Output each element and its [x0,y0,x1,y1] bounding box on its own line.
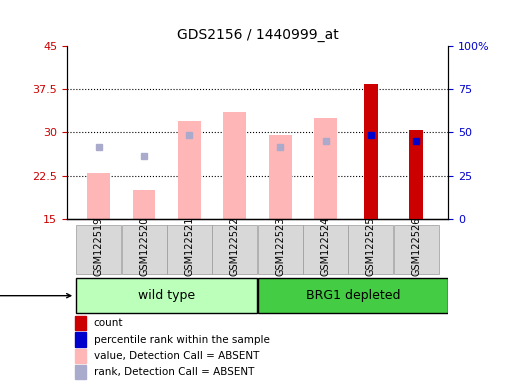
Text: GSM122520: GSM122520 [139,216,149,276]
Text: GSM122522: GSM122522 [230,216,240,276]
Bar [88,173,110,219]
Bar [258,278,448,313]
Bar [133,190,156,219]
Bar [76,278,258,313]
Bar [394,225,439,273]
Text: GSM122519: GSM122519 [94,216,104,276]
Bar [349,225,393,273]
Text: GSM122521: GSM122521 [184,216,195,276]
Bar [167,225,212,273]
Bar [212,225,258,273]
Bar [178,121,201,219]
Text: count: count [94,318,123,328]
Text: GSM122524: GSM122524 [320,216,331,276]
Text: GSM122525: GSM122525 [366,216,376,276]
Text: wild type: wild type [138,289,195,302]
Text: rank, Detection Call = ABSENT: rank, Detection Call = ABSENT [94,367,254,377]
Bar [75,349,86,363]
Text: percentile rank within the sample: percentile rank within the sample [94,334,269,344]
Bar [303,225,348,273]
Bar [224,112,246,219]
Bar [75,316,86,331]
Text: genotype/variation: genotype/variation [0,291,71,301]
Bar [258,225,303,273]
Title: GDS2156 / 1440999_at: GDS2156 / 1440999_at [177,28,338,42]
Bar [76,225,121,273]
Bar [269,136,291,219]
Bar [75,333,86,347]
Text: BRG1 depleted: BRG1 depleted [305,289,400,302]
Bar [314,118,337,219]
Bar [122,225,166,273]
Text: value, Detection Call = ABSENT: value, Detection Call = ABSENT [94,351,259,361]
Bar [409,129,423,219]
Bar [364,84,377,219]
Text: GSM122526: GSM122526 [411,216,421,276]
Text: GSM122523: GSM122523 [275,216,285,276]
Bar [75,365,86,379]
